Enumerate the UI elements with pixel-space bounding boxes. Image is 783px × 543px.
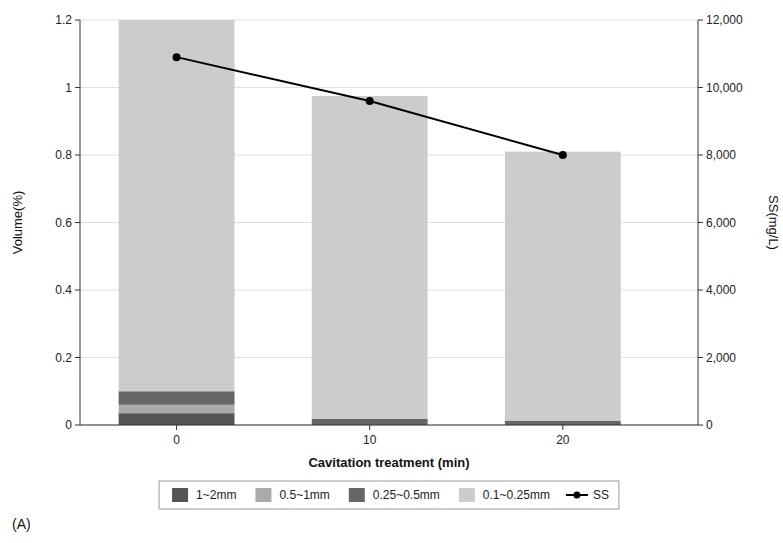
y2-tick-label: 6,000	[706, 216, 736, 230]
grid-line	[80, 425, 698, 426]
legend-item: 1~2mm	[172, 488, 236, 502]
legend-swatch	[459, 488, 475, 502]
y-tick	[75, 425, 80, 426]
y-axis-label: Volume(%)	[10, 191, 25, 255]
x-tick-label: 0	[173, 433, 180, 447]
x-tick	[369, 425, 370, 430]
axes: 0 10 20 0 0.2 0.4 0.6 0.8 1 1.2 0 2,000 4,000 6,000 8,…	[55, 13, 743, 447]
y-tick-label: 1.2	[55, 13, 72, 27]
bar-segment	[505, 421, 621, 425]
y2-tick	[698, 87, 703, 88]
bar-segment	[119, 413, 235, 425]
annotation: (A)	[12, 516, 31, 532]
x-tick-label: 20	[556, 433, 570, 447]
legend-label: SS	[593, 488, 609, 502]
legend-label: 0.25~0.5mm	[373, 488, 440, 502]
legend-item: SS	[566, 488, 609, 502]
legend-item: 0.5~1mm	[255, 488, 329, 502]
y-tick-label: 0	[65, 418, 72, 432]
legend-label: 0.1~0.25mm	[483, 488, 550, 502]
marks	[119, 20, 621, 425]
y2-tick	[698, 155, 703, 156]
legend-swatch	[349, 488, 365, 502]
legend: 1~2mm 0.5~1mm 0.25~0.5mm 0.1~0.25mm SS	[159, 481, 619, 509]
bar-segment	[505, 152, 621, 421]
legend-item: 0.1~0.25mm	[459, 488, 550, 502]
line-marker	[173, 53, 181, 61]
chart: 0 10 20 0 0.2 0.4 0.6 0.8 1 1.2 0 2,000 4,000 6,000 8,…	[0, 0, 783, 543]
y2-tick-label: 0	[706, 418, 713, 432]
y2-tick	[698, 357, 703, 358]
y-tick	[75, 20, 80, 21]
y-tick	[75, 155, 80, 156]
bar-segment	[119, 20, 235, 391]
legend-label: 0.5~1mm	[279, 488, 329, 502]
y-tick	[75, 222, 80, 223]
y2-tick	[698, 425, 703, 426]
x-tick-label: 10	[363, 433, 377, 447]
y2-tick-label: 10,000	[706, 81, 743, 95]
bar-segment	[312, 96, 428, 419]
y2-tick	[698, 222, 703, 223]
y2-tick	[698, 20, 703, 21]
y-tick	[75, 87, 80, 88]
y-tick-label: 0.4	[55, 283, 72, 297]
x-axis-line	[80, 425, 698, 426]
y2-tick-label: 12,000	[706, 13, 743, 27]
y2-axis-label: SS(mg/L)	[766, 195, 781, 250]
line-marker	[366, 97, 374, 105]
y-tick-label: 0.2	[55, 351, 72, 365]
bar-segment	[119, 405, 235, 413]
grid	[80, 20, 698, 425]
y-tick	[75, 357, 80, 358]
y-tick-label: 0.6	[55, 216, 72, 230]
bar-segment	[119, 391, 235, 405]
legend-frame	[159, 481, 619, 509]
y-tick-label: 0.8	[55, 148, 72, 162]
y2-tick-label: 2,000	[706, 351, 736, 365]
legend-label: 1~2mm	[196, 488, 236, 502]
x-tick	[562, 425, 563, 430]
line-marker	[559, 151, 567, 159]
x-axis-label: Cavitation treatment (min)	[308, 455, 469, 470]
bar-segment	[312, 419, 428, 425]
line	[177, 57, 563, 155]
y-tick-label: 1	[65, 81, 72, 95]
legend-swatch	[255, 488, 271, 502]
legend-swatch-marker	[573, 492, 580, 499]
y2-tick-label: 8,000	[706, 148, 736, 162]
y-tick	[75, 290, 80, 291]
y2-tick	[698, 290, 703, 291]
legend-swatch	[172, 488, 188, 502]
legend-item: 0.25~0.5mm	[349, 488, 440, 502]
y2-tick-label: 4,000	[706, 283, 736, 297]
x-tick	[176, 425, 177, 430]
